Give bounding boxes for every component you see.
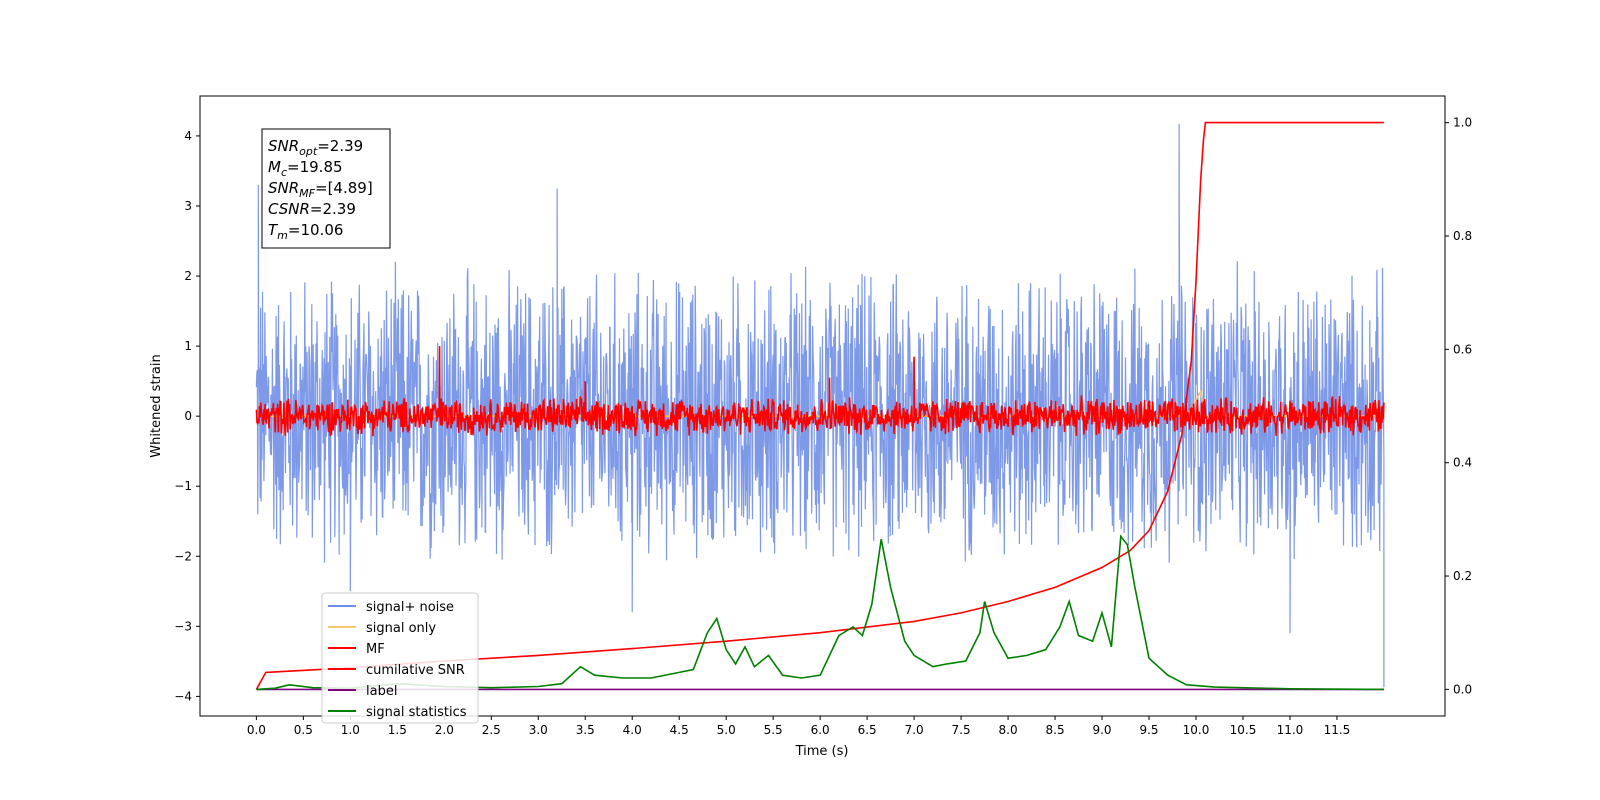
y-axis-label: Whitened strain [149,354,164,457]
x-axis-label: Time (s) [795,744,849,759]
y-right-tick-label: 0.2 [1453,569,1472,583]
legend-entry: cumilative SNR [366,663,465,678]
x-tick-label: 6.0 [811,723,830,737]
axes-frame [199,95,1446,717]
annotation-symbol: SNR [268,179,299,197]
y-right-tick-label: 0.6 [1453,342,1472,356]
x-tick-label: 8.0 [999,723,1018,737]
series-line-1 [256,389,1384,417]
x-tick-label: 7.5 [952,723,971,737]
x-tick-label: 8.5 [1046,723,1065,737]
annotation-line: Tm=10.06 [268,221,343,242]
x-tick-label: 3.5 [576,723,595,737]
series-line-3 [255,121,1384,690]
annotation-subscript: m [277,229,288,242]
annotation-value: =19.85 [287,158,343,176]
x-tick-label: 2.5 [482,723,501,737]
y-left-tick-label: −3 [174,619,192,633]
x-tick-label: 6.5 [858,723,877,737]
y-axis-left-ticks: −4 −3 −2 −1 0 1 2 3 4 [174,129,200,703]
x-tick-label: 11.5 [1324,723,1351,737]
y-left-tick-label: 4 [184,129,192,143]
annotation-value: =10.06 [288,221,344,239]
annotation-line: Mc=19.85 [268,158,343,179]
legend-entry: signal only [366,621,436,636]
legend-entry: label [366,684,397,699]
annotation-box: SNRopt=2.39Mc=19.85SNRMF=[4.89]CSNR=2.39… [261,128,391,249]
x-tick-label: 5.5 [764,723,783,737]
x-tick-label: 3.0 [529,723,548,737]
x-tick-label: 4.5 [670,723,689,737]
y-axis-right-ticks: 0.0 0.2 0.4 0.6 0.8 1.0 [1445,116,1472,696]
series-line-2 [255,346,1385,437]
x-tick-label: 0.0 [247,723,266,737]
annotation-value: =[4.89] [315,179,373,197]
annotation-value: =2.39 [317,137,363,155]
annotation-line: SNRopt=2.39 [268,137,363,158]
x-tick-label: 1.0 [341,723,360,737]
legend-entry: MF [366,642,385,657]
y-right-tick-label: 0.4 [1453,456,1472,470]
x-tick-label: 5.0 [717,723,736,737]
annotation-symbol: SNR [268,137,299,155]
y-left-tick-label: −1 [174,479,192,493]
legend-entry: signal statistics [366,705,467,720]
legend: signal+ noise signal only MF cumilative SNR… [321,592,479,724]
x-tick-label: 4.0 [623,723,642,737]
x-tick-label: 11.0 [1277,723,1304,737]
x-tick-label: 10.5 [1230,723,1257,737]
series-line-5 [256,534,1384,691]
annotation-subscript: MF [299,187,315,200]
x-tick-label: 9.0 [1092,723,1111,737]
y-right-tick-label: 0.8 [1453,229,1472,243]
legend-frame [321,592,479,724]
y-right-tick-label: 0.0 [1453,682,1472,696]
annotation-line: SNRMF=[4.89] [268,179,373,200]
y-left-tick-label: 0 [184,409,192,423]
legend-entry: signal+ noise [366,600,454,615]
annotation-subscript: c [281,166,287,179]
annotation-symbol: T [268,221,279,239]
x-tick-label: 2.0 [435,723,454,737]
annotation-subscript: opt [299,145,318,158]
x-tick-label: 7.0 [905,723,924,737]
series-line-0 [255,123,1385,688]
y-left-tick-label: 2 [184,269,192,283]
x-tick-label: 10.0 [1183,723,1210,737]
x-tick-label: 9.5 [1139,723,1158,737]
annotation-value: =2.39 [310,200,356,218]
annotation-line: CSNR=2.39 [268,200,356,218]
y-left-tick-label: −4 [174,689,192,703]
annotation-symbol: CSNR [268,200,310,218]
x-axis-ticks: 0.0 0.5 1.0 1.5 2.0 2.5 3.0 3.5 4.0 4.5 5.0 5.5 6.0 6… [247,716,1350,737]
x-tick-label: 1.5 [388,723,407,737]
annotation-frame [261,128,391,249]
x-tick-label: 0.5 [294,723,313,737]
y-left-tick-label: 1 [184,339,192,353]
y-left-tick-label: 3 [184,199,192,213]
y-left-tick-label: −2 [174,549,192,563]
annotation-symbol: M [268,158,281,176]
y-right-tick-label: 1.0 [1453,116,1472,130]
